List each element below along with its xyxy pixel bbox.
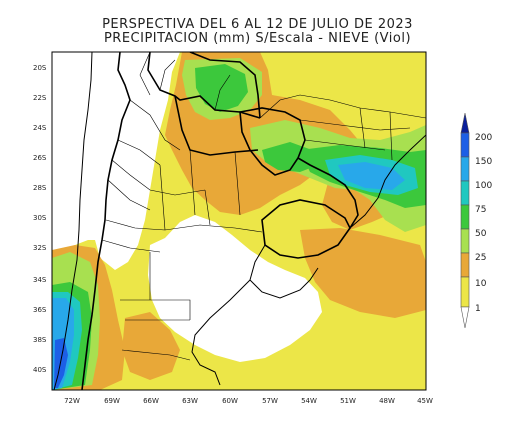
- legend-swatch: [460, 180, 470, 206]
- lon-label: 66W: [143, 397, 159, 405]
- longitude-labels: 72W 69W 66W 63W 60W 57W 54W 51W 48W 45W: [64, 397, 433, 405]
- orange-area-east-ocean: [300, 228, 426, 318]
- map-title-line-2: PRECIPITACION (mm) S/Escala - NIEVE (Vio…: [103, 31, 412, 46]
- legend-swatch: [460, 156, 470, 182]
- white-area-central-argentina: [148, 215, 322, 362]
- precipitation-fields: [52, 52, 426, 390]
- lat-label: 36S: [33, 306, 47, 314]
- legend-label: 1: [475, 304, 481, 314]
- brazil-coastline: [349, 134, 426, 229]
- political-borders: [53, 52, 426, 390]
- map-frame: [51, 51, 427, 391]
- lon-label: 54W: [301, 397, 317, 405]
- legend-label: 100: [475, 181, 492, 191]
- legend-swatch: [460, 132, 470, 158]
- legend-label: 25: [475, 253, 486, 263]
- lon-label: 57W: [262, 397, 278, 405]
- legend-label: 75: [475, 205, 486, 215]
- lon-label: 72W: [64, 397, 80, 405]
- latitude-labels: 20S 22S 24S 26S 28S 30S 32S 34S 36S 38S …: [33, 64, 47, 374]
- andes-border: [81, 52, 131, 390]
- paraguay-border: [239, 107, 306, 176]
- lat-label: 26S: [33, 154, 47, 162]
- lat-label: 24S: [33, 124, 47, 132]
- lat-label: 40S: [33, 366, 47, 374]
- bolivia-east-border: [189, 52, 261, 119]
- legend-swatch: [460, 252, 470, 278]
- lon-label: 60W: [222, 397, 238, 405]
- lon-label: 45W: [417, 397, 433, 405]
- lon-label: 51W: [340, 397, 356, 405]
- lat-label: 34S: [33, 276, 47, 284]
- pacific-coastline: [53, 52, 93, 390]
- legend-label: 150: [475, 157, 492, 167]
- legend-swatch: [460, 276, 470, 308]
- lon-label: 48W: [379, 397, 395, 405]
- orange-area-south-central: [122, 312, 180, 380]
- lat-label: 32S: [33, 244, 47, 252]
- white-area-andes-north: [52, 52, 180, 270]
- lon-label: 63W: [182, 397, 198, 405]
- lat-label: 38S: [33, 336, 47, 344]
- bolivia-internal: [139, 52, 231, 111]
- lon-label: 69W: [104, 397, 120, 405]
- province-lines: [101, 99, 263, 361]
- argentina-north-border: [174, 95, 259, 156]
- legend-swatch-below-1: [460, 306, 470, 329]
- lat-label: 20S: [33, 64, 47, 72]
- lat-label: 22S: [33, 94, 47, 102]
- brazil-south-border: [297, 157, 359, 229]
- color-legend: [460, 112, 470, 329]
- legend-swatch-200-plus: [460, 112, 470, 134]
- legend-swatch: [460, 204, 470, 230]
- atlantic-coast-patagonia: [191, 279, 251, 386]
- legend-label: 50: [475, 229, 487, 239]
- buenos-aires-coast: [249, 244, 319, 299]
- bolivia-border: [147, 52, 261, 119]
- lat-label: 30S: [33, 214, 47, 222]
- lightblue-area-brazil: [338, 162, 405, 190]
- brazil-states: [259, 94, 426, 161]
- legend-label: 200: [475, 133, 492, 143]
- map-title-line-1: PERSPECTIVA DEL 6 AL 12 DE JULIO DE 2023: [102, 17, 413, 32]
- uruguay-border: [261, 199, 351, 259]
- legend-swatch: [460, 228, 470, 254]
- legend-label: 10: [475, 279, 487, 289]
- lat-label: 28S: [33, 184, 47, 192]
- legend-labels: 200 150 100 75 50 25 10 1: [475, 133, 492, 314]
